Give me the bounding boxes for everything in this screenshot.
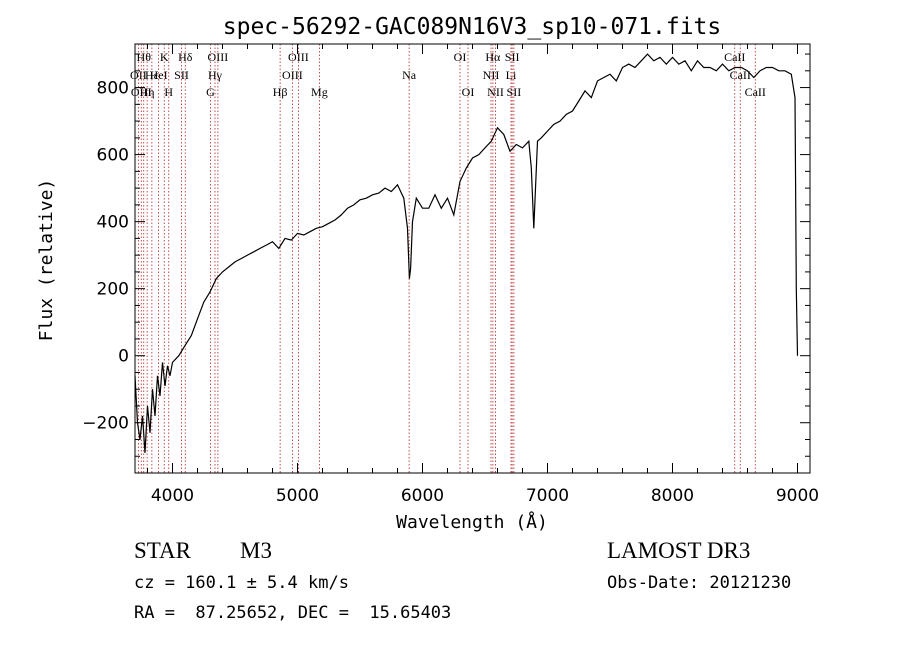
line-label: Hδ [178, 50, 193, 64]
x-axis-ticks: 4000 5000 6000 7000 8000 9000 [147, 44, 819, 506]
line-label: Na [402, 68, 417, 82]
chart-title: spec-56292-GAC089N16V3_sp10-071.fits [223, 14, 722, 40]
line-label: CaII [730, 68, 751, 82]
line-label: OII [130, 68, 147, 82]
observation-date: Obs-Date: 20121230 [607, 573, 792, 593]
line-label: Mg [311, 85, 328, 99]
emission-line-markers [137, 44, 756, 473]
line-label: OIII [131, 85, 152, 99]
line-label: SII [174, 68, 189, 82]
line-label: OIII [282, 68, 303, 82]
y-tick-label: 0 [118, 347, 129, 367]
x-tick-label: 9000 [776, 486, 819, 506]
line-label: H [164, 85, 173, 99]
line-label: OIII [288, 50, 309, 64]
line-label: OI [462, 85, 475, 99]
line-label: SII [507, 85, 522, 99]
line-label: CaII [724, 50, 745, 64]
y-axis-ticks: −200 0 200 400 600 800 [82, 53, 810, 457]
line-label: HeI [150, 68, 168, 82]
line-label: Hβ [273, 85, 288, 99]
object-class: STAR [134, 538, 191, 563]
coordinates: RA = 87.25652, DEC = 15.65403 [134, 603, 452, 623]
plot-frame [134, 43, 811, 474]
line-label: Hα [485, 50, 501, 64]
line-label: Li [506, 68, 517, 82]
x-axis-label: Wavelength (Å) [396, 511, 548, 533]
x-tick-label: 4000 [151, 486, 194, 506]
line-label: G [206, 85, 215, 99]
y-tick-label: 800 [97, 79, 129, 99]
line-label: CaII [745, 85, 766, 99]
line-label: Hε [145, 68, 159, 82]
x-tick-label: 5000 [276, 486, 319, 506]
y-axis-label: Flux (relative) [36, 179, 57, 342]
spectrum-line [134, 53, 799, 453]
y-tick-label: −200 [82, 414, 129, 434]
line-label: Hθ [137, 50, 152, 64]
emission-line-labels: OIIOIIIHθHηHεHeIKHSIIHδGHγOIIIHβOIIIOIII… [130, 50, 766, 99]
y-tick-label: 600 [97, 146, 129, 166]
x-tick-label: 7000 [526, 486, 569, 506]
line-label: NII [487, 85, 504, 99]
line-label: Hγ [208, 68, 223, 82]
line-label: K [160, 50, 169, 64]
line-label: OI [454, 50, 467, 64]
x-tick-label: 6000 [401, 486, 444, 506]
survey-name: LAMOST DR3 [607, 538, 751, 563]
y-tick-label: 400 [97, 213, 129, 233]
line-label: SII [505, 50, 520, 64]
line-label: NII [483, 68, 500, 82]
y-tick-label: 200 [97, 280, 129, 300]
object-subclass: M3 [240, 538, 272, 563]
line-label: Hη [140, 85, 155, 99]
line-label: OIII [208, 50, 229, 64]
redshift-cz: cz = 160.1 ± 5.4 km/s [134, 573, 349, 593]
x-tick-label: 8000 [651, 486, 694, 506]
